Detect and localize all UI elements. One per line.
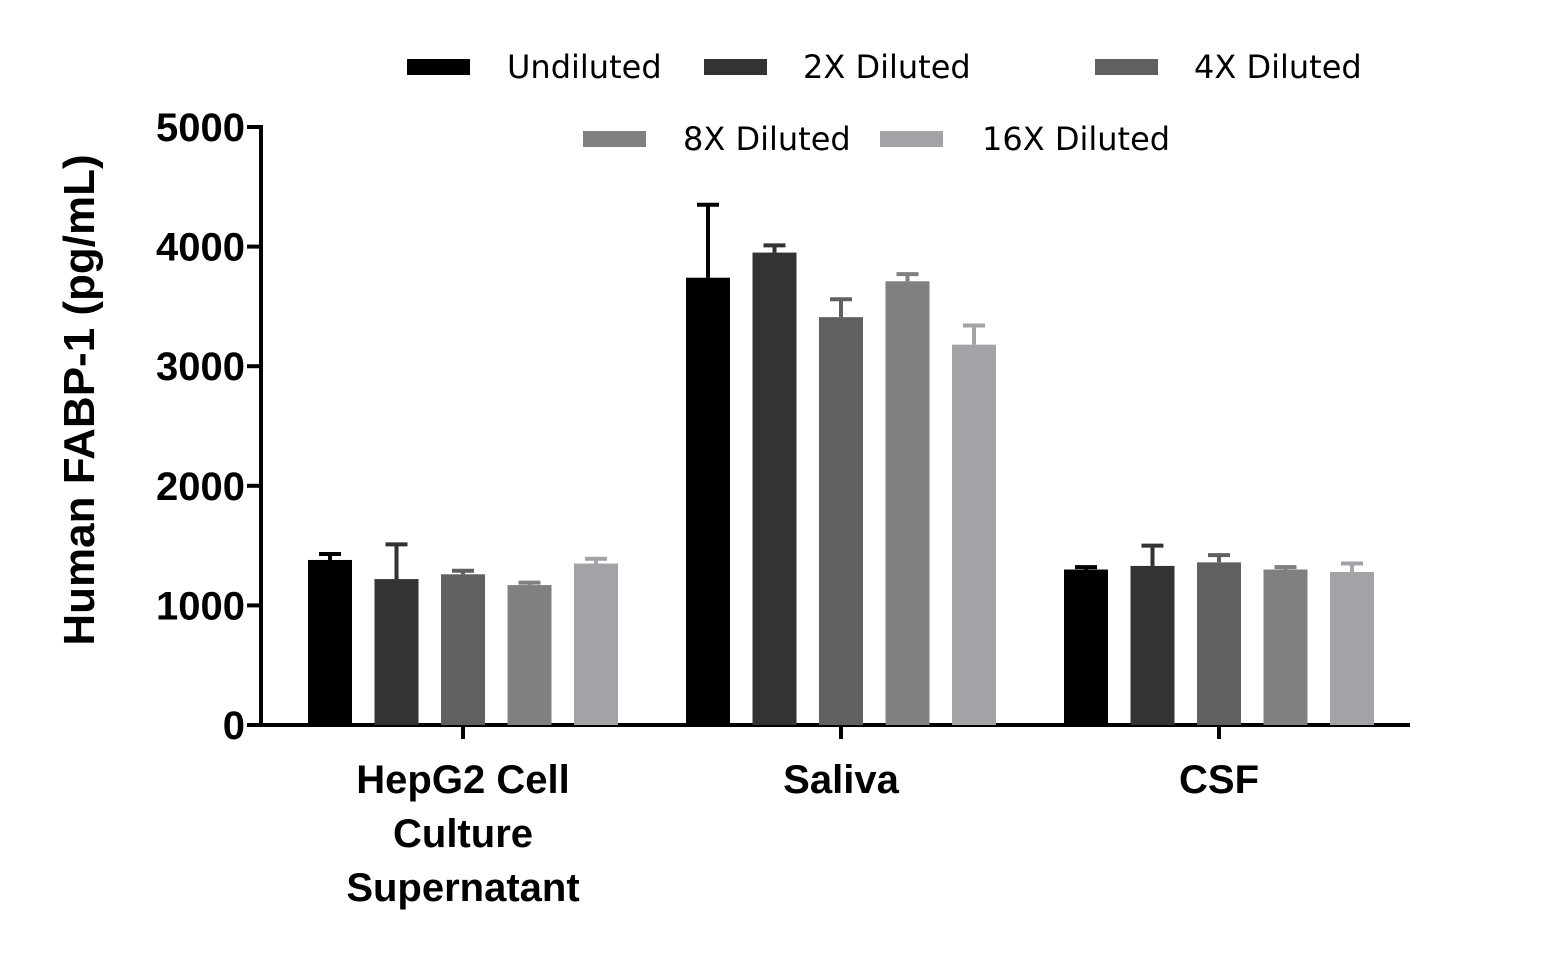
- bar: [819, 317, 863, 725]
- y-tick-label: 5000: [156, 106, 245, 150]
- bar: [574, 563, 618, 725]
- legend-label: 8X Diluted: [683, 120, 851, 158]
- x-axis: HepG2 Cell Culture Supernatant Saliva CSF: [259, 723, 1410, 910]
- bar: [308, 559, 352, 725]
- x-category-label: CSF: [1179, 758, 1259, 802]
- y-tick-label: 4000: [156, 226, 245, 270]
- bar: [1330, 571, 1374, 725]
- y-axis-title: Human FABP-1 (pg/mL): [55, 154, 104, 645]
- legend: Undiluted 2X Diluted 4X Diluted 8X Diluted 1…: [407, 48, 1362, 158]
- legend-label: 2X Diluted: [803, 48, 971, 86]
- y-tick-label: 3000: [156, 345, 245, 389]
- bar: [1064, 569, 1108, 725]
- bar: [952, 344, 996, 725]
- bar: [1130, 565, 1175, 725]
- y-tick-label: 1000: [156, 584, 245, 628]
- x-category-label: Culture: [393, 812, 533, 856]
- y-tick-label: 2000: [156, 465, 245, 509]
- legend-swatch: [880, 131, 943, 147]
- bar: [441, 574, 485, 725]
- bar: [752, 252, 797, 725]
- bar: [885, 281, 930, 725]
- legend-swatch: [704, 59, 767, 75]
- legend-swatch: [407, 59, 470, 75]
- legend-swatch: [1095, 59, 1158, 75]
- bar: [507, 585, 552, 725]
- x-category-label: Supernatant: [346, 866, 579, 910]
- x-category-label: HepG2 Cell: [356, 758, 569, 802]
- bars: [308, 202, 1374, 725]
- legend-swatch: [583, 131, 646, 147]
- legend-label: 16X Diluted: [982, 120, 1170, 158]
- bar: [686, 277, 730, 725]
- y-tick-label: 0: [223, 704, 245, 748]
- bar: [1197, 562, 1241, 725]
- bar: [1263, 569, 1308, 725]
- y-axis: 0 1000 2000 3000 4000 5000: [156, 106, 263, 748]
- x-category-label: Saliva: [783, 758, 899, 802]
- bar: [374, 579, 419, 725]
- legend-label: Undiluted: [507, 48, 662, 86]
- legend-label: 4X Diluted: [1194, 48, 1362, 86]
